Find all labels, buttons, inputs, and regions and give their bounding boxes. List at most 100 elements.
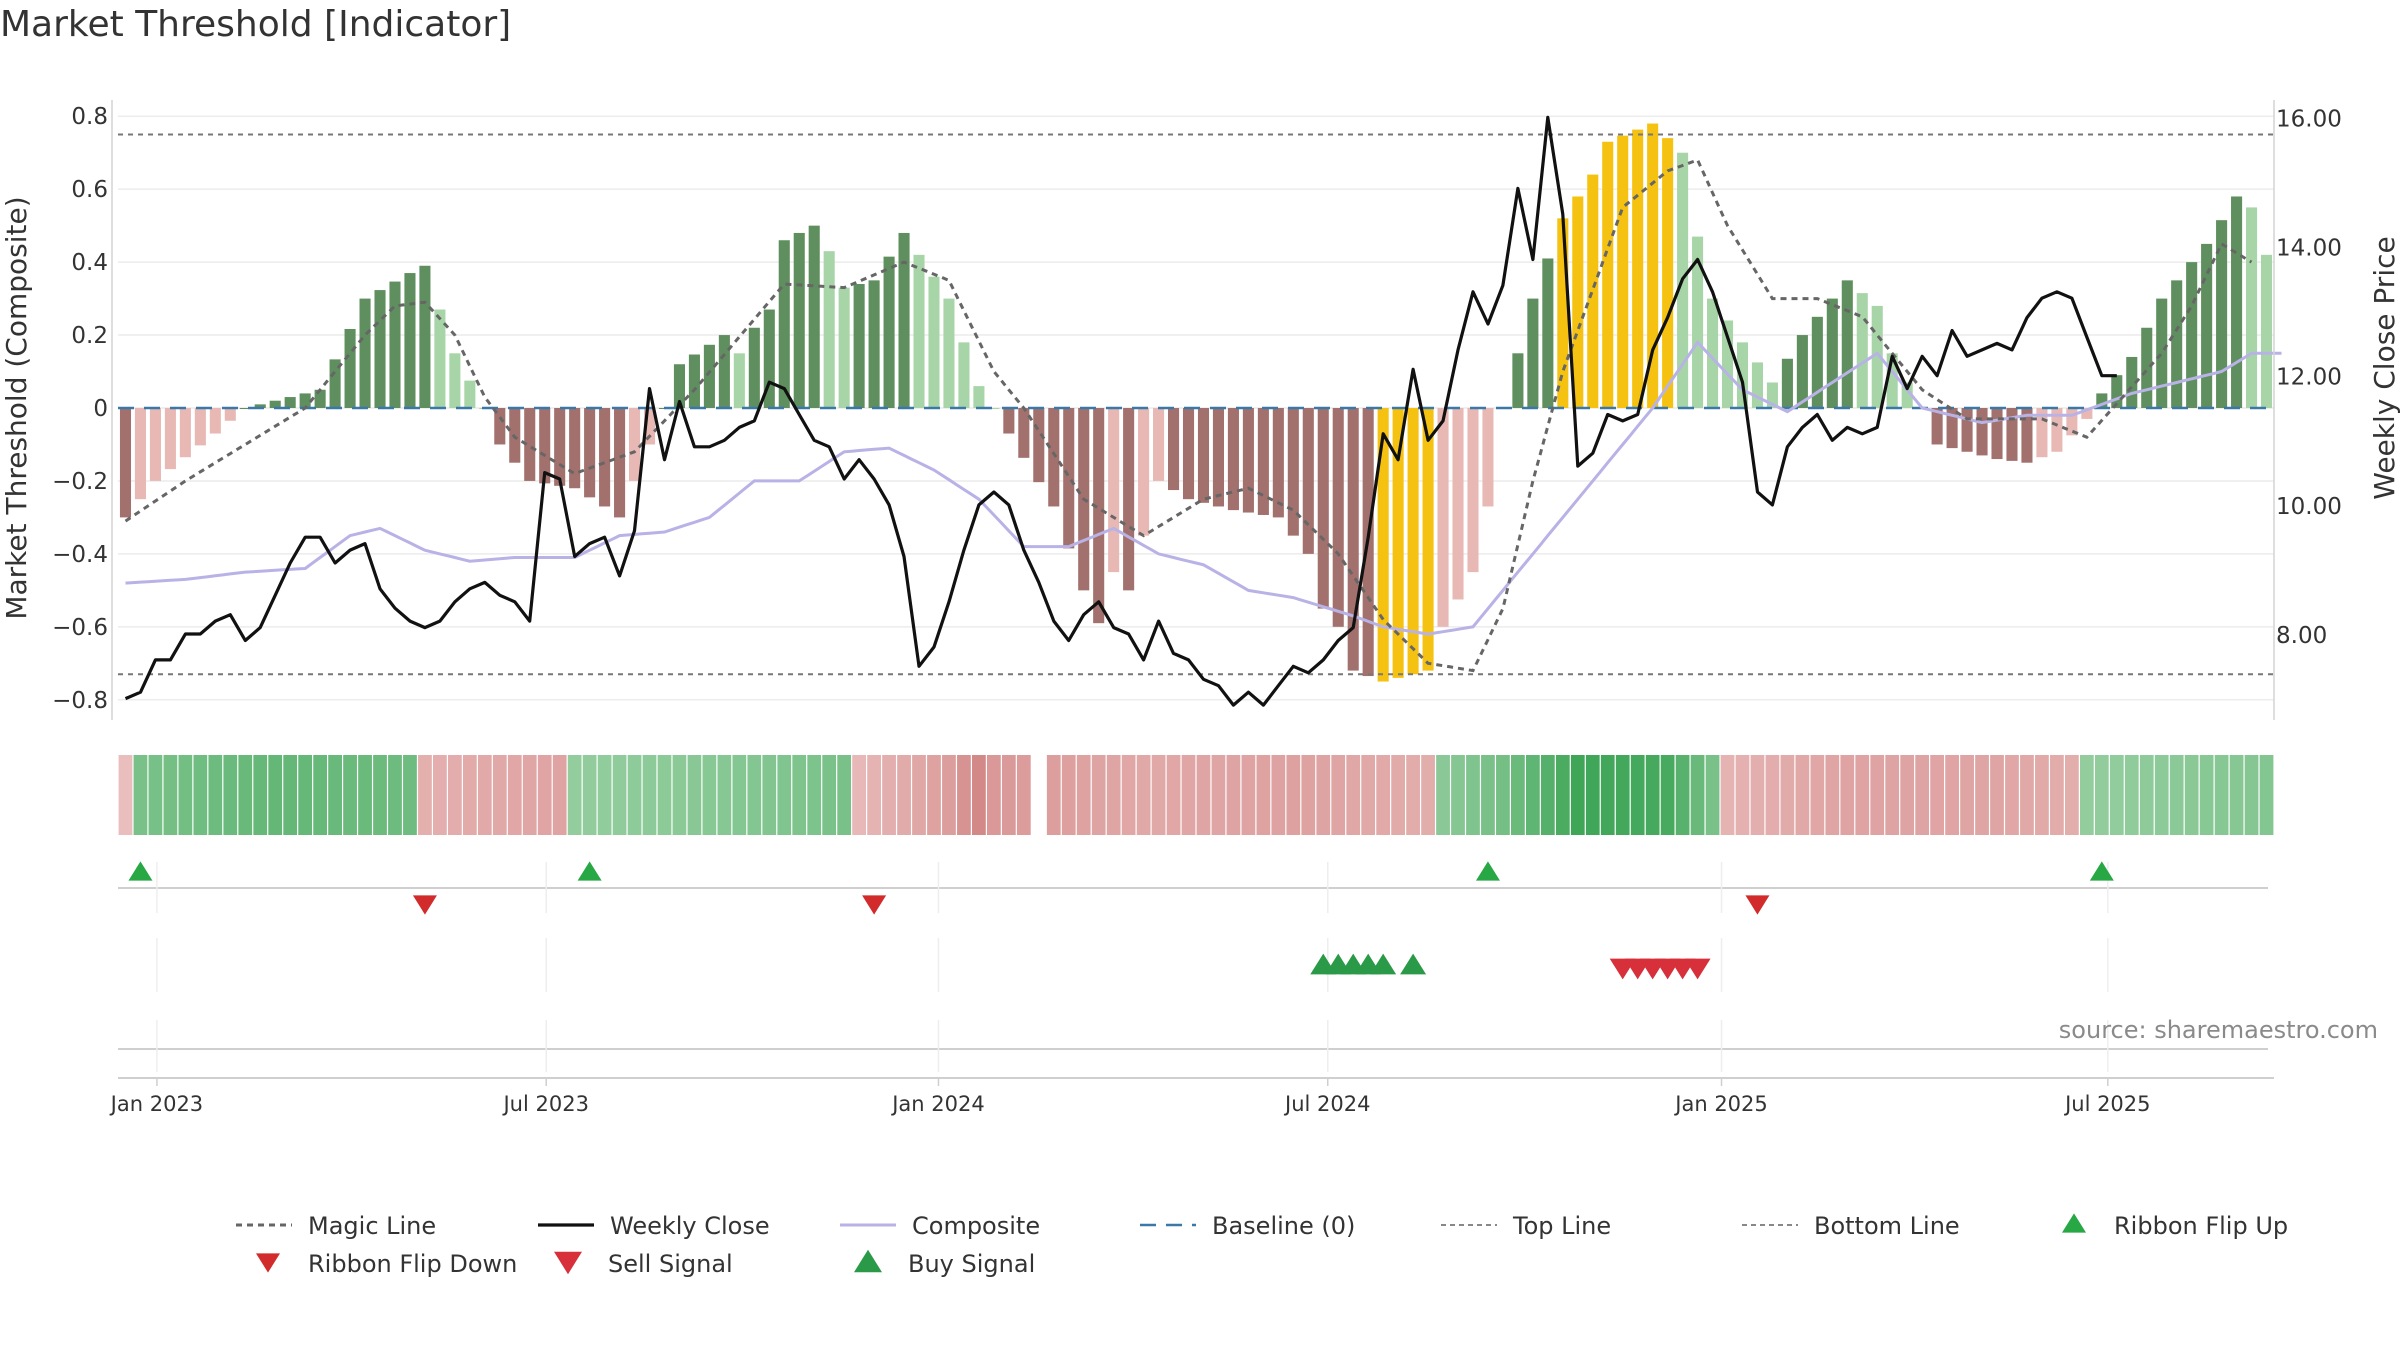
histogram-bar bbox=[2066, 408, 2078, 436]
ribbon-cell bbox=[133, 755, 148, 835]
histogram-bar bbox=[1617, 135, 1629, 408]
ribbon-cell bbox=[1286, 755, 1301, 835]
histogram-bar bbox=[569, 408, 581, 489]
ribbon-cell bbox=[1226, 755, 1241, 835]
ribbon-cell bbox=[1735, 755, 1750, 835]
ribbon-cell bbox=[1855, 755, 1870, 835]
legend-label: Bottom Line bbox=[1814, 1212, 1960, 1240]
ribbon-cell bbox=[1166, 755, 1181, 835]
histogram-bar bbox=[194, 408, 206, 446]
ribbon-flip-up-marker bbox=[1475, 861, 1500, 881]
ribbon-cell bbox=[1271, 755, 1286, 835]
ribbon-cell bbox=[1181, 755, 1196, 835]
ribbon-cell bbox=[792, 755, 807, 835]
ribbon-flip-up-marker bbox=[577, 861, 602, 881]
y-right-tick-label: 14.00 bbox=[2276, 236, 2342, 262]
histogram-bar bbox=[1452, 408, 1464, 600]
ribbon-cell bbox=[1570, 755, 1585, 835]
histogram-bar bbox=[164, 408, 176, 470]
histogram-bar bbox=[1422, 408, 1434, 671]
histogram-bar bbox=[584, 408, 596, 498]
ribbon-cell bbox=[178, 755, 193, 835]
ribbon-cell bbox=[627, 755, 642, 835]
histogram-bar bbox=[389, 281, 401, 408]
y-left-tick-label: 0.4 bbox=[71, 250, 108, 276]
histogram-bar bbox=[1901, 382, 1913, 408]
ribbon-flip-down-marker bbox=[862, 895, 887, 915]
histogram-bar bbox=[1527, 298, 1539, 408]
histogram-bar bbox=[1781, 358, 1793, 408]
histogram-bar bbox=[1647, 123, 1659, 408]
ribbon-cell bbox=[1660, 755, 1675, 835]
legend-item-buy: Buy Signal bbox=[854, 1249, 1035, 1278]
histogram-bar bbox=[449, 353, 461, 408]
ribbon-cell bbox=[732, 755, 747, 835]
ribbon-cell bbox=[1945, 755, 1959, 835]
ribbon-cell bbox=[477, 755, 492, 835]
ribbon-cell bbox=[672, 755, 687, 835]
legend-swatch bbox=[256, 1253, 280, 1273]
ribbon-cell bbox=[882, 755, 896, 835]
ribbon-cell bbox=[238, 755, 253, 835]
weekly-close-line bbox=[124, 115, 2117, 707]
histogram-bar bbox=[673, 364, 685, 408]
ribbon-cell bbox=[163, 755, 178, 835]
ribbon-cell bbox=[702, 755, 717, 835]
ribbon-cell bbox=[1046, 755, 1061, 835]
ribbon-cell bbox=[522, 755, 537, 835]
histogram-bar bbox=[2126, 356, 2138, 408]
ribbon-cell bbox=[1525, 755, 1540, 835]
axes: 0.8 0.6 0.4 0.2 0 −0.2 −0.4 −0.6 −0.8 16.00 14.00 1… bbox=[0, 100, 2400, 720]
ribbon-cell bbox=[852, 755, 867, 835]
ribbon-cell bbox=[1870, 755, 1885, 835]
ribbon-cell bbox=[1840, 755, 1855, 835]
histogram-bar bbox=[1138, 408, 1150, 536]
ribbon-cell bbox=[1241, 755, 1256, 835]
histogram-bar bbox=[1347, 408, 1359, 671]
ribbon-cell bbox=[1930, 755, 1945, 835]
ribbon-cell bbox=[1151, 755, 1166, 835]
ribbon-flip-up-marker bbox=[2089, 861, 2114, 881]
ribbon-cell bbox=[972, 755, 986, 835]
histogram-bar bbox=[928, 276, 940, 408]
ribbon-cell bbox=[1196, 755, 1211, 835]
ribbon-cell bbox=[1900, 755, 1915, 835]
ribbon-cell bbox=[1496, 755, 1510, 835]
histogram-bar bbox=[703, 344, 715, 408]
ribbon-cell bbox=[2124, 755, 2139, 835]
reference-lines bbox=[118, 133, 2274, 676]
histogram-bar bbox=[1182, 408, 1195, 500]
ribbon-cell bbox=[657, 755, 672, 835]
histogram-bar bbox=[1766, 382, 1778, 408]
histogram-bar bbox=[1018, 408, 1030, 458]
histogram-bar bbox=[2021, 408, 2033, 463]
histogram-bar bbox=[1856, 293, 1868, 408]
ribbon-cell bbox=[1915, 755, 1930, 835]
histogram-bar bbox=[1302, 408, 1314, 554]
ribbon-cell bbox=[822, 755, 837, 835]
ribbon-cell bbox=[343, 755, 357, 835]
x-axis: Jan 2023 Jul 2023 Jan 2024 Jul 2024 Jan 2025… bbox=[109, 1077, 2274, 1116]
histogram-bar bbox=[898, 232, 910, 408]
histogram-bar bbox=[2260, 254, 2273, 408]
ribbon-cell bbox=[1016, 755, 1031, 835]
histogram-bar bbox=[2216, 220, 2228, 408]
histogram-bar bbox=[778, 240, 790, 408]
histogram-bar bbox=[1976, 408, 1988, 456]
ribbon-cell bbox=[507, 755, 522, 835]
legend-label: Top Line bbox=[1512, 1212, 1611, 1240]
histogram-bar bbox=[1212, 408, 1224, 507]
histogram-bar bbox=[1871, 305, 1883, 408]
y-right-tick-label: 16.00 bbox=[2276, 106, 2342, 132]
histogram-bar bbox=[524, 408, 536, 481]
ribbon-cell bbox=[597, 755, 612, 835]
histogram-bar bbox=[599, 408, 611, 507]
histogram-bar bbox=[1841, 280, 1853, 408]
histogram-bar bbox=[254, 404, 266, 408]
ribbon-cell bbox=[1555, 755, 1570, 835]
histogram-bar bbox=[1242, 408, 1254, 513]
histogram-bar bbox=[1632, 129, 1644, 408]
histogram-bar bbox=[2096, 393, 2108, 408]
ribbon-flip-down-marker bbox=[1745, 895, 1770, 915]
